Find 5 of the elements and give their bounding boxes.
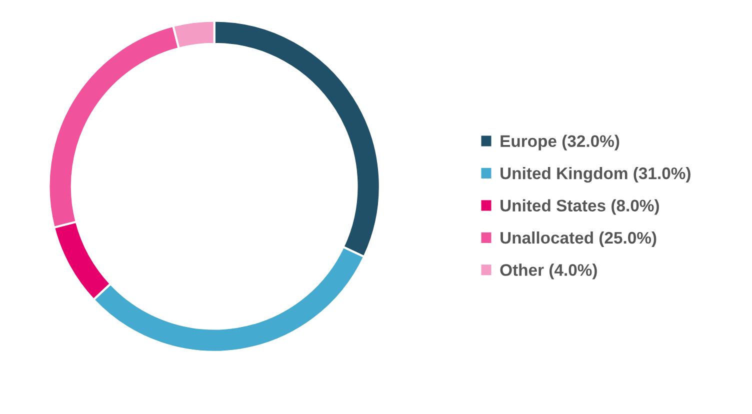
legend-label: United Kingdom (31.0%) xyxy=(500,166,690,183)
legend-label: Europe (32.0%) xyxy=(500,134,620,150)
legend-label: United States (8.0%) xyxy=(500,199,659,215)
legend-label: Other (4.0%) xyxy=(500,264,597,280)
legend-label: Unallocated (25.0%) xyxy=(500,231,656,248)
